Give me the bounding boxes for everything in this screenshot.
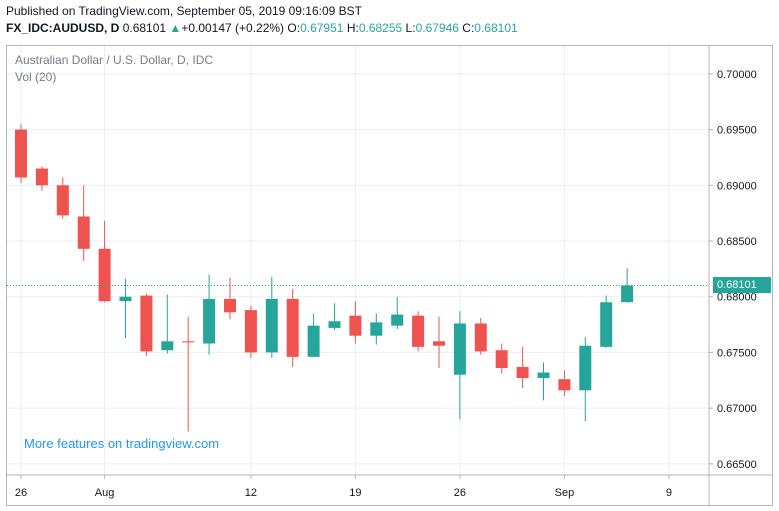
candle-body	[391, 314, 404, 326]
candle-body	[35, 168, 48, 186]
candle-body	[579, 345, 592, 391]
candle-body	[621, 285, 634, 303]
candle-body	[328, 321, 341, 328]
candle	[621, 268, 634, 303]
chart-frame	[6, 45, 773, 506]
candle-body	[161, 341, 174, 351]
open-value: 0.67951	[300, 21, 344, 35]
x-tick-label: 26	[15, 487, 27, 499]
candle-body	[15, 129, 27, 178]
candle-body	[307, 325, 320, 357]
candle	[391, 296, 404, 330]
candle	[161, 294, 174, 354]
last-price-tag: 0.68101	[713, 277, 771, 294]
candle	[453, 311, 466, 420]
candle	[474, 317, 487, 355]
grid-layer	[7, 46, 709, 475]
candle-body	[495, 350, 508, 369]
candle-body	[98, 248, 111, 302]
candle-body	[516, 366, 529, 379]
candle	[203, 274, 216, 355]
high-value: 0.68255	[358, 21, 403, 35]
candle	[77, 185, 90, 262]
candle-body	[537, 372, 550, 379]
candle	[537, 362, 550, 401]
candle	[140, 293, 153, 356]
low-value: 0.67946	[415, 21, 459, 35]
x-tick-label: 9	[666, 487, 672, 499]
candle-body	[119, 296, 132, 302]
y-tick-label: 0.69000	[717, 180, 757, 192]
candle	[579, 336, 592, 422]
candle	[265, 276, 278, 358]
y-tick-label: 0.68000	[717, 292, 757, 304]
candle	[286, 288, 299, 367]
candle	[182, 316, 195, 432]
change-value: +0.00147 (+0.22%)	[181, 21, 285, 35]
high-label: H:	[346, 21, 359, 35]
candle	[307, 313, 320, 357]
y-tick-label: 0.67500	[717, 347, 757, 359]
last-price: 0.68101	[122, 21, 167, 35]
candle	[600, 295, 613, 348]
candle-body	[56, 185, 69, 216]
candle	[370, 313, 383, 345]
tradingview-promo-link[interactable]: More features on tradingview.com	[24, 436, 220, 451]
quote-line: FX_IDC:AUDUSD, D 0.68101 ▲+0.00147 (+0.2…	[6, 21, 518, 35]
x-tick-label: Sep	[555, 487, 575, 499]
candle	[35, 166, 48, 191]
candle	[98, 220, 111, 303]
candle	[56, 177, 69, 219]
y-tick-label: 0.68500	[717, 236, 757, 248]
candle	[433, 316, 445, 369]
y-tick-label: 0.67000	[717, 403, 757, 415]
candle	[244, 305, 257, 358]
published-caption: Published on TradingView.com, September …	[6, 4, 363, 18]
candle	[328, 303, 341, 331]
candle-body	[224, 298, 236, 313]
candle	[224, 277, 236, 319]
candle-body	[203, 298, 216, 344]
candle-body	[474, 323, 487, 352]
close-label: C:	[462, 21, 475, 35]
candle-body	[600, 302, 613, 347]
candle	[495, 343, 508, 374]
y-tick-label: 0.70000	[717, 69, 757, 81]
open-label: O:	[287, 21, 301, 35]
y-tick-label: 0.69500	[717, 125, 757, 137]
candle-body	[77, 216, 90, 249]
candle-body	[265, 298, 278, 353]
x-tick-label: Aug	[95, 487, 115, 499]
y-tick-label: 0.66500	[717, 459, 757, 471]
axis-layer: 0.70000 0.69500 0.69000 0.68500 0.68000 0.675…	[7, 46, 772, 505]
candle-body	[244, 310, 257, 353]
x-tick-label: 12	[245, 487, 257, 499]
candle-body	[558, 379, 571, 391]
candle	[558, 370, 571, 396]
candle	[15, 124, 27, 184]
symbol-label: FX_IDC:AUDUSD, D	[6, 21, 120, 35]
x-tick-label: 19	[349, 487, 361, 499]
candle-body	[412, 315, 425, 347]
low-label: L:	[405, 21, 416, 35]
candle-body	[349, 315, 362, 336]
candle-body	[433, 341, 445, 346]
close-value: 0.68101	[474, 21, 518, 35]
candle	[119, 278, 132, 338]
candle	[516, 346, 529, 389]
candle	[349, 301, 362, 344]
candle-body	[453, 323, 466, 375]
candle	[412, 311, 425, 352]
candle-layer	[15, 124, 634, 432]
chart-title: Australian Dollar / U.S. Dollar, D, IDC	[15, 53, 214, 67]
candle-body	[182, 341, 195, 343]
volume-indicator-label[interactable]: Vol (20)	[15, 70, 57, 84]
candle-body	[286, 298, 299, 357]
x-tick-label: 26	[454, 487, 466, 499]
candle-body	[370, 322, 383, 336]
candle-body	[140, 295, 153, 352]
change-arrow-icon: ▲	[169, 21, 182, 35]
